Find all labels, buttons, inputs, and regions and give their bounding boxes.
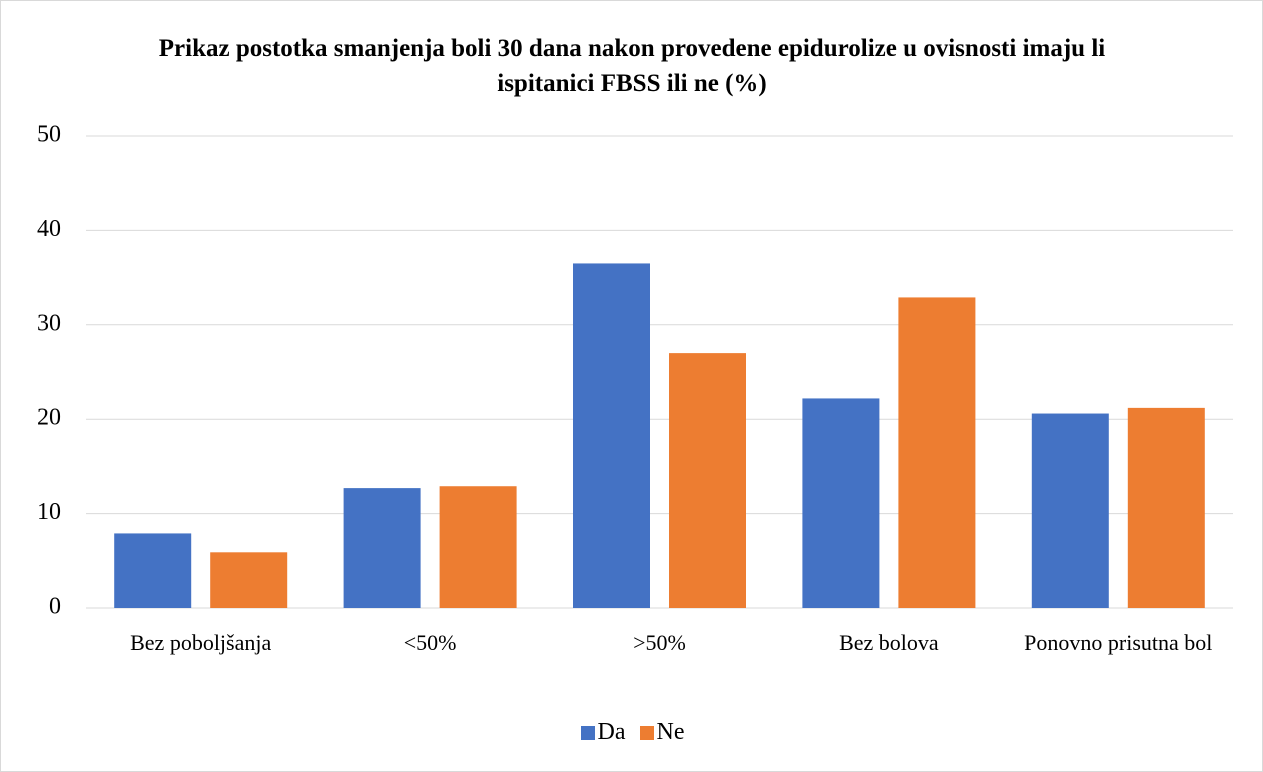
legend-label: Da bbox=[597, 719, 626, 745]
bar bbox=[573, 263, 650, 608]
x-tick-label: Ponovno prisutna bol bbox=[1024, 630, 1213, 655]
y-tick-label: 50 bbox=[37, 122, 61, 148]
bar bbox=[439, 486, 517, 608]
bar bbox=[669, 353, 746, 608]
legend-item: Da bbox=[580, 719, 626, 746]
bar bbox=[210, 552, 288, 608]
bar bbox=[898, 297, 976, 608]
x-tick-label: Bez bolova bbox=[839, 630, 939, 655]
bar bbox=[802, 398, 880, 608]
legend-label: Ne bbox=[656, 719, 685, 745]
bar bbox=[1127, 407, 1205, 608]
bar bbox=[343, 488, 421, 608]
legend-swatch bbox=[580, 725, 595, 740]
y-tick-label: 20 bbox=[37, 405, 61, 431]
legend-swatch bbox=[639, 725, 654, 740]
legend-item: Ne bbox=[639, 719, 685, 746]
y-tick-label: 40 bbox=[37, 216, 61, 242]
x-tick-label: >50% bbox=[633, 630, 686, 655]
y-tick-label: 30 bbox=[37, 310, 61, 336]
bar bbox=[114, 533, 192, 608]
legend: Da Ne bbox=[1, 719, 1262, 746]
chart-title: Prikaz postotka smanjenja boli 30 dana n… bbox=[158, 35, 1106, 97]
y-tick-label: 0 bbox=[49, 594, 61, 620]
y-tick-label: 10 bbox=[37, 499, 61, 525]
bar bbox=[1031, 413, 1109, 608]
x-tick-label: <50% bbox=[403, 630, 457, 655]
x-tick-label: Bez poboljšanja bbox=[130, 630, 272, 655]
